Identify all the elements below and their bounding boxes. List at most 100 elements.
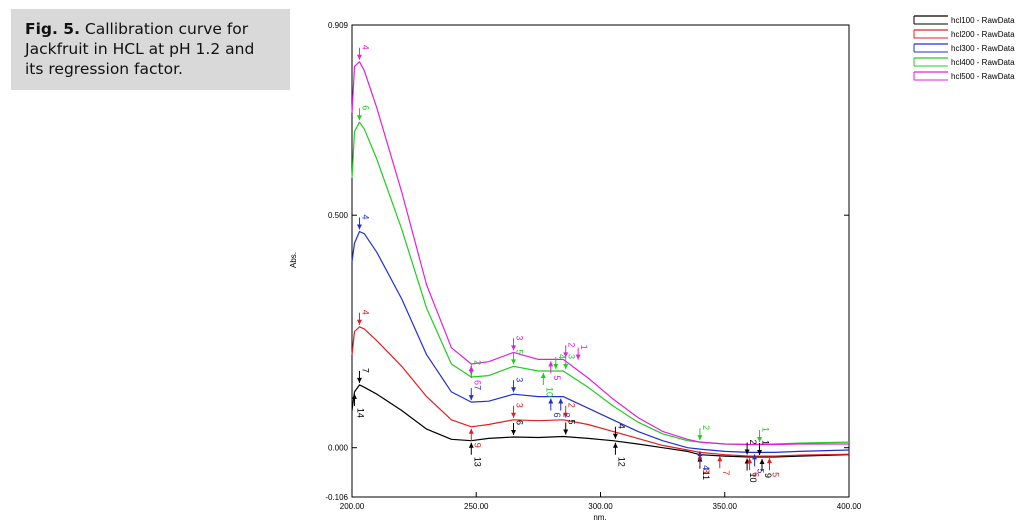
y-tick-label: 0.500 bbox=[328, 211, 349, 220]
peak-marker: 5 bbox=[548, 361, 562, 380]
peak-marker-label: 3 bbox=[567, 354, 577, 359]
peak-marker: 2 bbox=[558, 398, 572, 418]
peak-marker-label: 4 bbox=[616, 424, 626, 429]
peak-marker-arrow bbox=[540, 372, 546, 378]
peak-marker: 3 bbox=[563, 354, 577, 369]
figure-label: Fig. 5. bbox=[25, 20, 80, 38]
x-axis-tick-labels: 200.00 250.00 300.00 350.00 400.00 bbox=[340, 502, 862, 511]
peak-marker: 1 bbox=[575, 345, 589, 360]
peak-marker-label: 4 bbox=[360, 45, 370, 50]
legend: hcl100 - RawData hcl200 - RawData hcl300 -… bbox=[913, 15, 1015, 81]
peak-marker-label: 5 bbox=[770, 472, 780, 477]
peak-marker-arrow bbox=[468, 428, 474, 434]
y-tick-label: 0.909 bbox=[328, 21, 349, 30]
peak-marker: 12 bbox=[612, 442, 626, 467]
x-tick-label: 400.00 bbox=[837, 502, 862, 511]
peak-marker: 3 bbox=[511, 403, 525, 418]
peak-marker: 9 bbox=[468, 428, 482, 448]
peak-marker: 2 bbox=[563, 342, 577, 358]
peak-marker: 5 bbox=[511, 349, 525, 365]
peak-marker: 7 bbox=[356, 368, 370, 383]
peak-marker-label: 10 bbox=[748, 473, 758, 483]
peak-marker-label: 4 bbox=[360, 214, 370, 219]
peak-marker-arrow bbox=[757, 450, 763, 456]
peak-marker-arrow bbox=[511, 430, 517, 436]
peak-marker-arrow bbox=[468, 366, 474, 372]
peak-marker-label: 6 bbox=[751, 472, 761, 477]
peak-marker: 7 bbox=[717, 456, 731, 475]
peak-marker-label: 3 bbox=[515, 335, 525, 340]
peak-marker: 1 bbox=[757, 427, 771, 442]
peak-marker-arrow bbox=[468, 395, 474, 401]
peak-marker: 4 bbox=[356, 45, 370, 60]
peak-marker: 3 bbox=[511, 377, 525, 393]
peak-marker-label: 5 bbox=[567, 420, 577, 425]
peak-marker-label: 5 bbox=[756, 468, 766, 473]
peak-marker: 2 bbox=[744, 440, 758, 455]
peak-marker: 6 bbox=[468, 366, 482, 385]
peak-marker-label: 5 bbox=[552, 375, 562, 380]
figure-caption: Fig. 5. Callibration curve for Jackfruit… bbox=[11, 9, 290, 90]
peak-marker-label: 6 bbox=[360, 105, 370, 110]
peak-marker: 9 bbox=[759, 459, 773, 478]
peak-marker-label: 2 bbox=[748, 440, 758, 445]
series-lines bbox=[351, 61, 850, 458]
peak-marker-label: 6 bbox=[552, 413, 562, 418]
peak-marker-label: 1 bbox=[761, 440, 771, 445]
peak-marker: 6 bbox=[548, 398, 562, 418]
peak-marker: 4 bbox=[553, 354, 567, 369]
peak-marker: 6 bbox=[511, 420, 525, 436]
peak-marker-label: 4 bbox=[557, 354, 567, 359]
peak-marker-arrow bbox=[511, 359, 517, 365]
peak-marker: 6 bbox=[356, 105, 370, 121]
peak-marker-label: 6 bbox=[515, 420, 525, 425]
peak-marker-arrow bbox=[575, 354, 581, 360]
peak-marker: 2 bbox=[563, 403, 577, 418]
peak-marker: 4 bbox=[697, 451, 711, 470]
peak-marker-arrow bbox=[563, 429, 569, 435]
peak-marker-arrow bbox=[468, 442, 474, 448]
legend-label: hcl300 - RawData bbox=[951, 44, 1015, 53]
peak-marker: 13 bbox=[468, 442, 482, 467]
x-tick-label: 300.00 bbox=[588, 502, 613, 511]
x-axis-label: nm. bbox=[593, 513, 606, 522]
peak-marker-label: 3 bbox=[515, 377, 525, 382]
peak-marker-arrow bbox=[558, 398, 564, 404]
peak-marker-arrow bbox=[747, 458, 753, 464]
peak-marker-arrow bbox=[612, 442, 618, 448]
peak-marker-arrow bbox=[697, 451, 703, 457]
series-line-5 bbox=[351, 61, 849, 446]
peak-marker: 4 bbox=[612, 424, 626, 439]
peak-marker-label: 2 bbox=[562, 413, 572, 418]
legend-label: hcl100 - RawData bbox=[951, 16, 1015, 25]
peak-marker: 2 bbox=[697, 425, 711, 441]
peak-marker-label: 8 bbox=[701, 468, 711, 473]
peak-marker-arrow bbox=[548, 361, 554, 367]
peak-marker-arrow bbox=[356, 54, 362, 60]
legend-label: hcl500 - RawData bbox=[951, 72, 1015, 81]
peak-marker: 4 bbox=[356, 214, 370, 230]
peak-marker-label: 5 bbox=[515, 349, 525, 354]
x-tick-label: 350.00 bbox=[713, 502, 738, 511]
peak-marker: 4 bbox=[356, 310, 370, 325]
y-axis-tick-labels: 0.909 0.500 0.000 -0.106 bbox=[325, 21, 348, 502]
figure-caption-text: Callibration curve for Jackfruit in HCL … bbox=[25, 20, 255, 78]
x-axis-ticks bbox=[351, 492, 850, 497]
series-line-3 bbox=[351, 230, 850, 453]
peak-marker-label: 7 bbox=[472, 385, 482, 390]
legend-label: hcl400 - RawData bbox=[951, 58, 1015, 67]
peak-marker-label: 4 bbox=[701, 465, 711, 470]
x-tick-label: 200.00 bbox=[340, 502, 365, 511]
peak-marker-arrow bbox=[766, 458, 772, 464]
peak-marker-label: 7 bbox=[721, 470, 731, 475]
peak-marker: 14 bbox=[351, 393, 365, 418]
peak-marker-arrow bbox=[553, 363, 559, 369]
peak-marker-arrow bbox=[511, 412, 517, 418]
y-axis-ticks bbox=[352, 24, 849, 498]
series-line-1 bbox=[351, 384, 850, 458]
legend-label: hcl200 - RawData bbox=[951, 30, 1015, 39]
peak-marker-label: 9 bbox=[472, 443, 482, 448]
peak-marker-arrow bbox=[356, 224, 362, 230]
series-line-2 bbox=[351, 326, 850, 457]
peak-marker-label: 12 bbox=[616, 457, 626, 467]
